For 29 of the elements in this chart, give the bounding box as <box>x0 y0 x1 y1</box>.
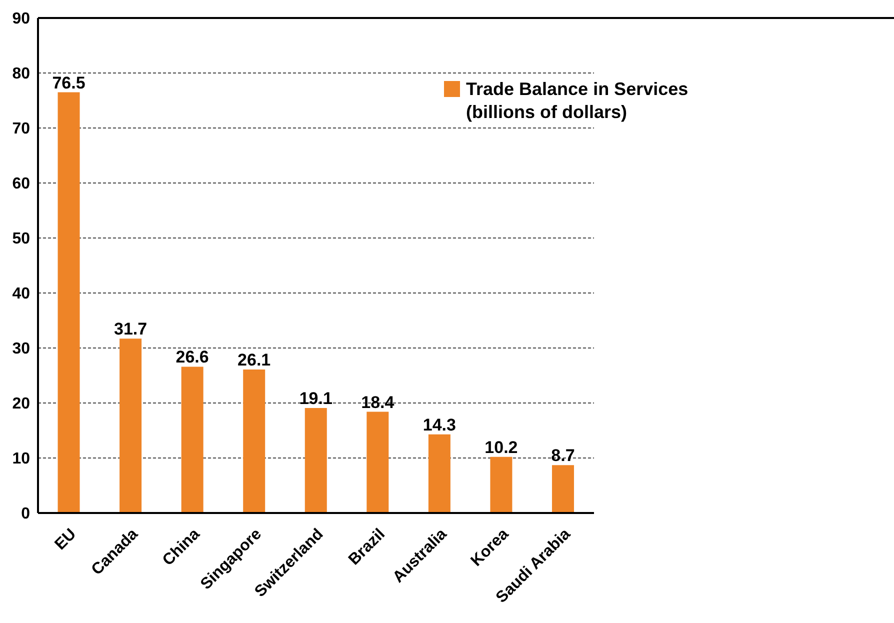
bar <box>243 369 266 513</box>
data-label: 10.2 <box>484 438 518 457</box>
y-tick-label: 40 <box>12 286 30 303</box>
data-label: 14.3 <box>422 415 456 434</box>
y-tick-label: 20 <box>12 396 30 413</box>
data-label: 76.5 <box>52 73 86 92</box>
data-label: 8.7 <box>551 446 575 466</box>
bar <box>58 92 80 513</box>
bar <box>304 408 327 513</box>
y-tick-label: 50 <box>12 230 30 248</box>
bar <box>428 434 450 513</box>
data-label: 26.6 <box>176 348 209 367</box>
y-tick-label: 30 <box>12 340 30 358</box>
data-label: 26.1 <box>238 350 271 370</box>
y-tick-label: 10 <box>12 450 30 468</box>
bar <box>490 456 512 513</box>
data-label: 19.1 <box>299 388 332 408</box>
bar <box>181 366 204 513</box>
y-tick-label: 70 <box>12 120 30 138</box>
bar <box>552 465 574 513</box>
y-tick-label: 60 <box>12 176 30 193</box>
y-tick-label: 0 <box>21 506 30 523</box>
bar <box>366 412 389 513</box>
x-tick-label: EU <box>52 526 80 554</box>
y-tick-label: 80 <box>12 66 30 83</box>
bar <box>120 338 142 513</box>
data-label: 31.7 <box>114 320 148 339</box>
y-tick-label: 90 <box>12 10 30 28</box>
legend-label: Trade Balance in Services (billions of dollars) <box>466 78 690 124</box>
